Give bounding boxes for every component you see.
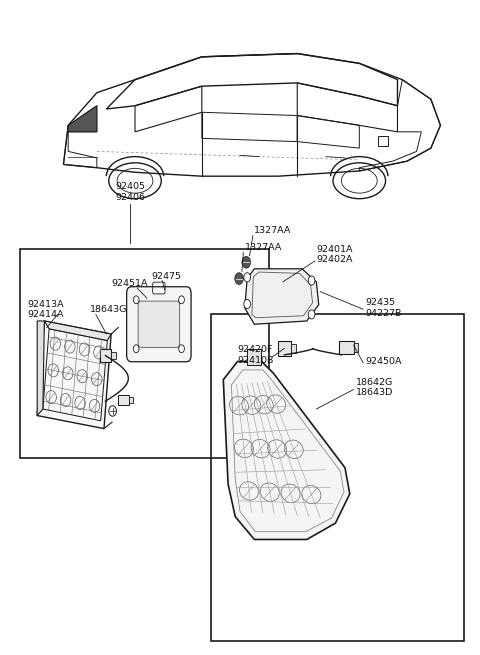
- Circle shape: [308, 276, 315, 285]
- Text: 92405
92406: 92405 92406: [115, 182, 145, 202]
- Bar: [100, 349, 111, 362]
- Bar: [354, 343, 359, 352]
- Circle shape: [244, 299, 251, 309]
- Polygon shape: [68, 105, 97, 132]
- Text: 92451A: 92451A: [111, 278, 148, 288]
- Circle shape: [179, 345, 184, 352]
- Text: 92450A: 92450A: [365, 357, 402, 366]
- Polygon shape: [37, 321, 44, 415]
- Text: 18642G
18643D: 18642G 18643D: [356, 378, 393, 397]
- Circle shape: [133, 345, 139, 352]
- Bar: [247, 349, 262, 365]
- Polygon shape: [44, 321, 111, 341]
- Circle shape: [235, 272, 243, 284]
- Circle shape: [244, 272, 251, 282]
- Bar: [278, 341, 291, 356]
- Text: 92413A
92414A: 92413A 92414A: [28, 299, 64, 319]
- Bar: [291, 344, 296, 353]
- Bar: [118, 395, 129, 405]
- Circle shape: [242, 256, 251, 268]
- Text: 1327AA: 1327AA: [254, 227, 292, 235]
- Bar: [211, 314, 464, 641]
- Bar: [129, 397, 133, 403]
- Polygon shape: [223, 362, 350, 540]
- Circle shape: [179, 296, 184, 304]
- Text: 18643G: 18643G: [90, 305, 128, 314]
- Text: 92475: 92475: [152, 272, 182, 281]
- Circle shape: [308, 310, 315, 319]
- Text: 1327AA: 1327AA: [245, 244, 282, 252]
- Text: 92435
94227B: 92435 94227B: [365, 298, 401, 318]
- Circle shape: [133, 296, 139, 304]
- Polygon shape: [37, 321, 111, 428]
- Text: 92420F
92410B: 92420F 92410B: [238, 345, 274, 365]
- FancyBboxPatch shape: [138, 301, 180, 347]
- Bar: [111, 352, 116, 360]
- Bar: [21, 250, 269, 458]
- Text: 92401A
92402A: 92401A 92402A: [316, 245, 353, 264]
- FancyBboxPatch shape: [127, 287, 191, 362]
- Bar: [339, 341, 354, 354]
- Polygon shape: [245, 269, 319, 324]
